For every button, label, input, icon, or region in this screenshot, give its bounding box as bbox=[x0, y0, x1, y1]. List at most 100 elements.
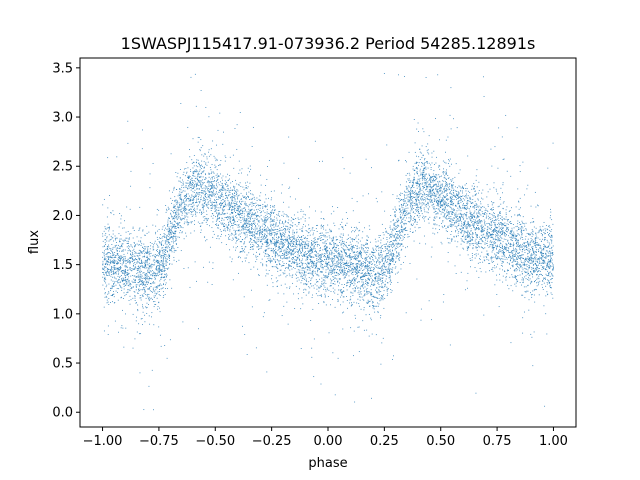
data-point bbox=[527, 184, 529, 186]
data-point bbox=[327, 250, 329, 252]
data-point bbox=[410, 208, 412, 210]
data-point bbox=[428, 209, 430, 211]
data-point bbox=[296, 257, 298, 259]
data-point bbox=[505, 114, 507, 116]
data-point bbox=[271, 228, 273, 230]
data-point bbox=[396, 233, 398, 235]
data-point bbox=[462, 192, 463, 194]
data-point bbox=[474, 267, 476, 269]
data-point bbox=[347, 271, 349, 273]
data-point bbox=[160, 264, 162, 266]
data-point bbox=[342, 296, 344, 298]
data-point bbox=[265, 185, 267, 186]
data-point bbox=[376, 250, 378, 252]
data-point bbox=[259, 227, 261, 229]
data-point bbox=[119, 246, 121, 248]
data-point bbox=[433, 217, 435, 219]
data-point bbox=[530, 254, 532, 256]
data-point bbox=[221, 204, 223, 206]
data-point bbox=[149, 255, 151, 257]
data-point bbox=[303, 267, 305, 269]
data-point bbox=[310, 256, 312, 258]
data-point bbox=[290, 249, 292, 251]
data-point bbox=[230, 197, 232, 199]
data-point bbox=[254, 227, 256, 229]
data-point bbox=[185, 185, 187, 187]
data-point bbox=[152, 301, 154, 303]
data-point bbox=[429, 190, 431, 192]
data-point bbox=[352, 246, 354, 248]
data-point bbox=[228, 207, 230, 209]
data-point bbox=[341, 241, 343, 242]
data-point bbox=[232, 219, 234, 221]
data-point bbox=[305, 251, 306, 253]
data-point bbox=[475, 203, 477, 205]
data-point bbox=[130, 185, 132, 187]
data-point bbox=[260, 230, 262, 232]
data-point bbox=[350, 292, 352, 294]
data-point bbox=[126, 246, 128, 248]
data-point bbox=[239, 251, 241, 253]
data-point bbox=[127, 273, 129, 275]
data-point bbox=[538, 243, 540, 245]
data-point bbox=[470, 216, 472, 217]
data-point bbox=[460, 187, 462, 189]
data-point bbox=[414, 173, 416, 175]
data-point bbox=[492, 230, 494, 232]
data-point bbox=[447, 226, 448, 228]
data-point bbox=[335, 255, 337, 256]
data-point bbox=[404, 194, 406, 196]
data-point bbox=[537, 281, 539, 283]
data-point bbox=[506, 170, 508, 172]
data-point bbox=[333, 272, 335, 274]
data-point bbox=[445, 173, 446, 175]
data-point bbox=[368, 301, 370, 303]
data-point bbox=[471, 253, 473, 254]
data-point bbox=[336, 265, 338, 267]
data-point bbox=[140, 262, 142, 264]
data-point bbox=[448, 238, 450, 239]
data-point bbox=[289, 224, 291, 226]
data-point bbox=[396, 231, 398, 232]
data-point bbox=[181, 214, 183, 216]
data-point bbox=[327, 239, 328, 241]
data-point bbox=[159, 255, 161, 257]
data-point bbox=[224, 228, 226, 230]
data-point bbox=[497, 256, 499, 258]
data-point bbox=[464, 195, 466, 197]
data-point bbox=[430, 190, 432, 192]
data-point bbox=[283, 258, 285, 260]
data-point bbox=[243, 207, 245, 209]
data-point bbox=[551, 236, 553, 238]
data-point bbox=[390, 263, 392, 265]
data-point bbox=[241, 215, 243, 216]
data-point bbox=[179, 222, 181, 224]
data-point bbox=[367, 247, 369, 248]
data-point bbox=[282, 264, 284, 266]
data-point bbox=[108, 272, 110, 274]
data-point bbox=[188, 198, 190, 200]
data-point bbox=[523, 242, 525, 244]
data-point bbox=[525, 268, 527, 270]
data-point bbox=[201, 164, 202, 166]
data-point bbox=[135, 280, 136, 282]
data-point bbox=[463, 207, 465, 209]
data-point bbox=[370, 277, 372, 279]
data-point bbox=[473, 224, 475, 226]
data-point bbox=[238, 205, 240, 207]
data-point bbox=[221, 187, 223, 189]
data-point bbox=[444, 203, 446, 205]
data-point bbox=[116, 280, 118, 282]
data-point bbox=[382, 337, 384, 339]
data-point bbox=[330, 268, 332, 270]
data-point bbox=[412, 205, 414, 206]
data-point bbox=[357, 252, 359, 254]
data-point bbox=[372, 307, 374, 309]
data-point bbox=[486, 238, 488, 240]
data-point bbox=[464, 205, 466, 206]
data-point bbox=[356, 254, 358, 256]
data-point bbox=[224, 202, 226, 204]
data-point bbox=[184, 198, 186, 199]
data-point bbox=[444, 190, 446, 192]
data-point bbox=[440, 188, 442, 190]
